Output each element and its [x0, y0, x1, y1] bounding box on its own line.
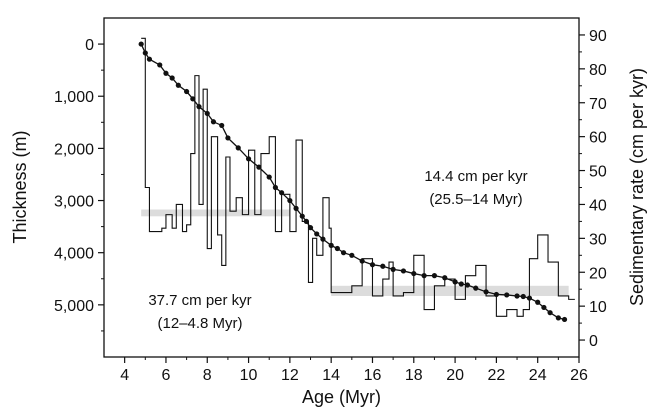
x-tick-label: 24 [529, 367, 547, 384]
thickness-point [175, 82, 181, 88]
thickness-point [235, 145, 241, 151]
annotation-right-rate: 14.4 cm per kyr [424, 168, 527, 185]
y-right-tick-label: 80 [589, 62, 607, 79]
thickness-point [334, 245, 340, 252]
thickness-point [157, 62, 163, 68]
thickness-point [146, 56, 153, 62]
thickness-point [314, 231, 320, 237]
annotation-right-range: (25.5–14 Myr) [429, 191, 522, 208]
y-right-tick-label: 50 [589, 164, 607, 181]
thickness-point [340, 250, 347, 256]
x-tick-label: 8 [203, 367, 212, 384]
thickness-point [184, 88, 190, 95]
x-tick-label: 26 [570, 367, 588, 384]
thickness-point [541, 304, 547, 311]
y-left-tick-label: 3,000 [54, 194, 94, 211]
y-right-axis-title: Sedimentary rate (cm per kyr) [627, 68, 647, 306]
x-tick-label: 10 [240, 367, 258, 384]
thickness-point [307, 225, 314, 231]
y-right-tick-label: 90 [589, 28, 607, 45]
x-tick-label: 4 [120, 367, 129, 384]
rate-band-0 [141, 209, 290, 217]
x-tick-label: 14 [322, 367, 340, 384]
y-right-tick-label: 30 [589, 231, 607, 248]
x-axis-title: Age (Myr) [302, 387, 381, 407]
y-left-tick-label: 4,000 [54, 246, 94, 263]
x-tick-label: 22 [487, 367, 505, 384]
thickness-point [210, 119, 217, 125]
thickness-point [266, 174, 272, 180]
thickness-point [504, 292, 510, 298]
x-tick-label: 6 [162, 367, 171, 384]
thickness-point [169, 75, 175, 81]
thickness-point [400, 268, 407, 274]
thickness-point [225, 135, 231, 141]
x-tick-label: 20 [446, 367, 464, 384]
thickness-point [514, 293, 520, 299]
thickness-point [547, 310, 553, 316]
thickness-point [464, 282, 471, 288]
x-tick-label: 12 [281, 367, 299, 384]
y-right-tick-label: 40 [589, 197, 607, 214]
annotation-left-rate: 37.7 cm per kyr [148, 292, 251, 309]
rate-bands [141, 209, 569, 296]
y-left-tick-label: 0 [85, 37, 94, 54]
thickness-point [473, 285, 479, 291]
annotation-left-range: (12–4.8 Myr) [157, 315, 242, 332]
rate-band-1 [331, 285, 569, 296]
thickness-point [256, 164, 262, 170]
thickness-point [458, 281, 464, 287]
thickness-point [561, 316, 568, 323]
y-left-tick-label: 5,000 [54, 298, 94, 315]
y-left-tick-label: 2,000 [54, 141, 94, 158]
thickness-point [535, 299, 541, 305]
y-right-tick-label: 10 [589, 299, 607, 316]
thickness-point [555, 315, 561, 321]
thickness-point [431, 273, 438, 279]
axes-ticks: 4 6 8 10 12 14 16 18 20 22 24 2601,0002,0003,0004,0… [54, 28, 607, 384]
y-left-tick-label: 1,000 [54, 89, 94, 106]
y-right-tick-label: 20 [589, 265, 607, 282]
series-layer [138, 37, 575, 323]
x-tick-label: 18 [405, 367, 423, 384]
thickness-point [380, 263, 386, 269]
y-right-tick-label: 70 [589, 96, 607, 113]
x-tick-label: 16 [364, 367, 382, 384]
thickness-point [520, 293, 526, 300]
thickness-point [190, 96, 196, 102]
thickness-point [349, 252, 355, 258]
sedimentary-rate-step-line [141, 37, 575, 317]
y-left-axis-title: Thickness (m) [10, 130, 30, 243]
thickness-point [219, 122, 225, 129]
y-right-tick-label: 60 [589, 130, 607, 147]
thickness-point [138, 41, 144, 47]
y-right-tick-label: 0 [589, 333, 598, 350]
thickness-point [163, 70, 169, 76]
